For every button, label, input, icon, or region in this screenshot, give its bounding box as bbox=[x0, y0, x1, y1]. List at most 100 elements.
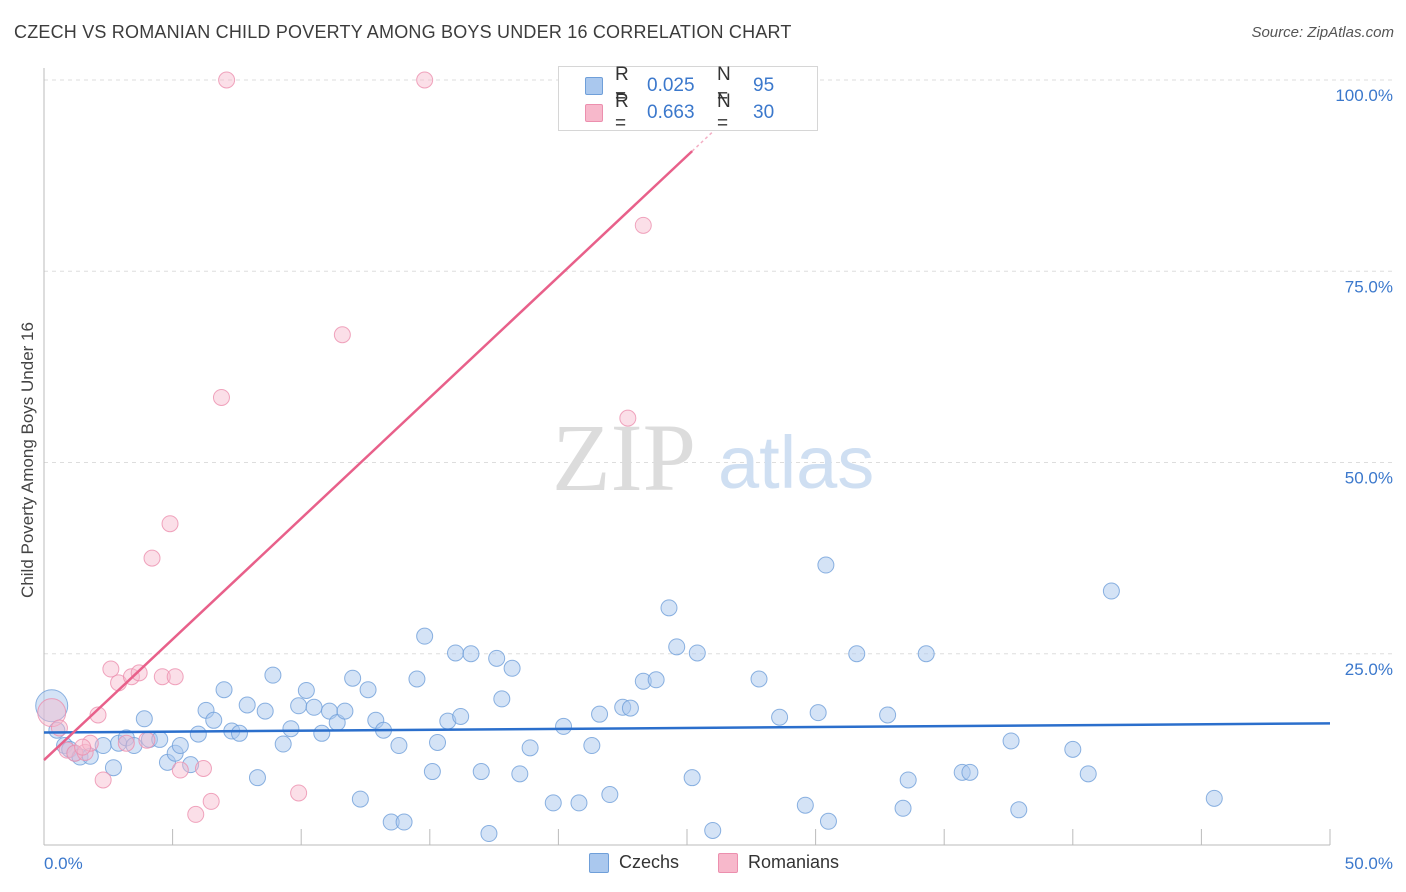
czech-point bbox=[809, 704, 827, 722]
czech-point bbox=[555, 717, 573, 735]
legend-item-romanians[interactable]: Romanians bbox=[718, 852, 839, 873]
romanian-point bbox=[94, 771, 112, 789]
czech-point bbox=[104, 759, 122, 777]
romanian-point bbox=[619, 409, 637, 427]
czech-point bbox=[660, 599, 678, 617]
romanian-point bbox=[102, 660, 120, 678]
czech-point bbox=[274, 735, 292, 753]
czech-point bbox=[894, 799, 912, 817]
czech-point bbox=[493, 690, 511, 708]
czech-point bbox=[503, 659, 521, 677]
czech-point bbox=[817, 556, 835, 574]
czech-point bbox=[171, 737, 189, 755]
romanian-point bbox=[212, 388, 230, 406]
romanian-point bbox=[166, 668, 184, 686]
legend-czech-n: 95 bbox=[753, 75, 775, 96]
czech-point bbox=[771, 708, 789, 726]
romanian-point bbox=[634, 216, 652, 234]
czech-point bbox=[1064, 740, 1082, 758]
czech-point bbox=[601, 786, 619, 804]
romanian-trend-line bbox=[43, 150, 693, 761]
czech-point bbox=[848, 645, 866, 663]
czech-point bbox=[215, 681, 233, 699]
romanian-point bbox=[81, 734, 99, 752]
czech-point bbox=[819, 812, 837, 830]
series-legend: Czechs Romanians bbox=[0, 852, 1406, 878]
czech-point bbox=[408, 670, 426, 688]
grid-lines bbox=[44, 79, 1392, 655]
x-tick-label: 50.0% bbox=[1345, 854, 1393, 873]
legend-n-label: N = bbox=[717, 64, 731, 107]
y-tick-label: 50.0% bbox=[1345, 469, 1393, 488]
romanian-point bbox=[416, 71, 434, 89]
czech-point bbox=[521, 739, 539, 757]
czech-legend-swatch bbox=[589, 852, 609, 873]
czech-point bbox=[704, 821, 722, 839]
romanian-point bbox=[117, 734, 135, 752]
czech-point bbox=[899, 771, 917, 789]
legend-r-label: R = bbox=[615, 91, 629, 134]
czech-point bbox=[390, 737, 408, 755]
czech-point bbox=[238, 696, 256, 714]
czech-point bbox=[591, 705, 609, 723]
czech-point bbox=[189, 725, 207, 743]
romanian-point bbox=[171, 761, 189, 779]
czech-point bbox=[1205, 789, 1223, 807]
legend-romanians-label: Romanians bbox=[748, 852, 840, 872]
romanian-point bbox=[194, 760, 212, 777]
czech-point bbox=[344, 669, 362, 687]
czech-point bbox=[1079, 765, 1097, 783]
y-tick-label: 75.0% bbox=[1345, 277, 1393, 296]
czech-point bbox=[264, 666, 282, 684]
czech-point bbox=[796, 796, 814, 814]
czech-point bbox=[182, 756, 200, 774]
romanian-point bbox=[161, 515, 179, 533]
romanian-point bbox=[290, 784, 308, 802]
legend-romanian-n: 30 bbox=[753, 102, 775, 123]
czech-point bbox=[1002, 732, 1020, 750]
czech-point bbox=[205, 711, 223, 729]
y-tick-label: 25.0% bbox=[1345, 660, 1393, 679]
romanian-point bbox=[202, 792, 220, 810]
czech-point bbox=[750, 670, 768, 688]
romanian-point bbox=[138, 731, 156, 749]
trend-lines bbox=[43, 78, 1331, 761]
czech-point bbox=[621, 699, 639, 717]
czech-point bbox=[395, 813, 413, 831]
czech-point bbox=[297, 681, 315, 699]
chart-title: CZECH VS ROMANIAN CHILD POVERTY AMONG BO… bbox=[14, 22, 792, 42]
czech-point bbox=[423, 763, 441, 781]
czech-point bbox=[313, 724, 331, 742]
czech-point bbox=[480, 825, 498, 843]
romanian-point bbox=[74, 738, 92, 756]
romanian-point bbox=[218, 71, 236, 89]
czech-point bbox=[511, 765, 529, 783]
czech-point bbox=[472, 763, 490, 781]
legend-row-romanian: R = 0.663 N = 30 bbox=[585, 91, 775, 134]
romanian-point bbox=[89, 706, 107, 724]
czech-swatch bbox=[585, 77, 603, 95]
czech-point bbox=[570, 794, 588, 812]
czech-point bbox=[135, 710, 153, 728]
legend-romanian-r: 0.663 bbox=[647, 102, 695, 123]
czech-point bbox=[230, 724, 248, 742]
czech-point bbox=[248, 769, 266, 787]
czech-point bbox=[1010, 801, 1028, 819]
czech-point bbox=[282, 720, 300, 738]
romanian-point bbox=[130, 664, 148, 682]
watermark: ZIP atlas bbox=[552, 404, 874, 511]
czech-point bbox=[351, 790, 369, 808]
czech-point bbox=[416, 627, 434, 645]
czech-points bbox=[35, 556, 1223, 843]
legend-czech-r: 0.025 bbox=[647, 75, 695, 96]
czech-point bbox=[488, 649, 506, 667]
legend-item-czechs[interactable]: Czechs bbox=[589, 852, 679, 873]
czech-point bbox=[917, 645, 935, 663]
czech-point bbox=[668, 638, 686, 656]
czech-point bbox=[688, 644, 706, 662]
czech-point bbox=[452, 707, 470, 725]
czech-point bbox=[1102, 582, 1120, 600]
czech-point bbox=[290, 697, 308, 715]
czech-point bbox=[879, 706, 897, 724]
